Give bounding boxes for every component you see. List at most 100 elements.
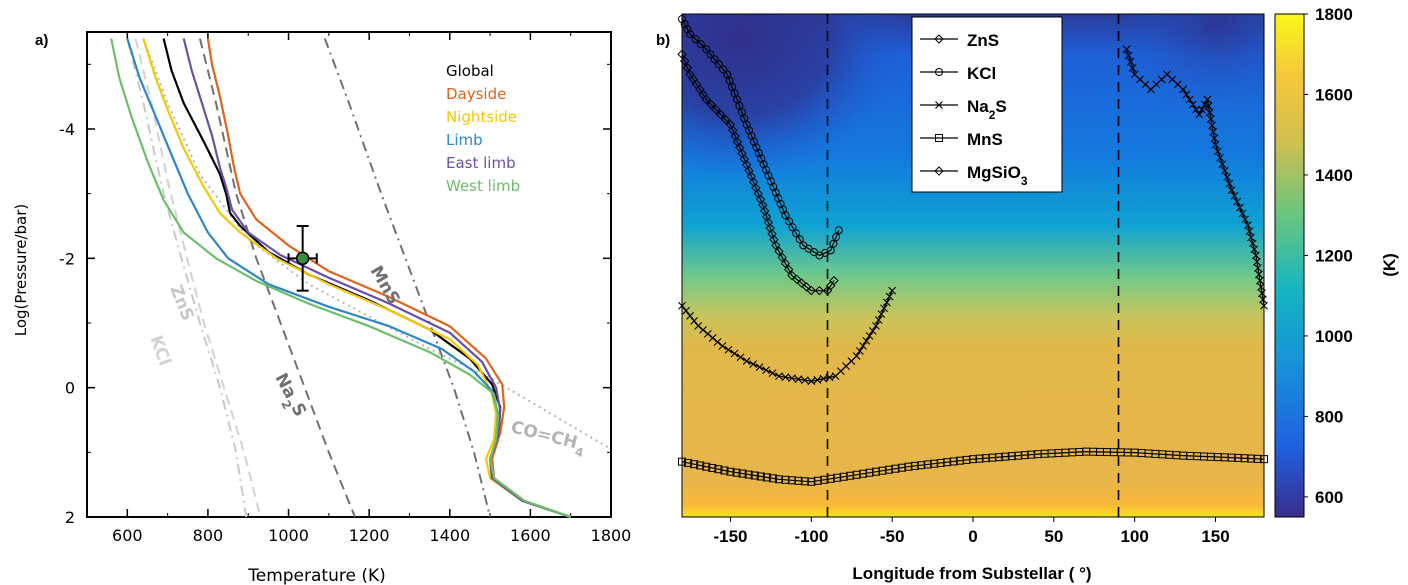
x-tick-label-b: 0 bbox=[968, 527, 977, 546]
marker-x bbox=[1209, 127, 1218, 136]
marker-x bbox=[1206, 115, 1215, 123]
legend-label: KCl bbox=[967, 64, 996, 83]
marker-x bbox=[807, 377, 816, 386]
marker-x bbox=[859, 342, 867, 350]
marker-square bbox=[833, 473, 842, 482]
marker-x bbox=[1210, 134, 1219, 143]
marker-x bbox=[1223, 173, 1231, 182]
marker-diamond bbox=[787, 270, 797, 281]
marker-x bbox=[686, 311, 694, 320]
marker-x bbox=[1203, 95, 1212, 104]
marker-square bbox=[981, 454, 990, 463]
legend-entry-west-limb: West limb bbox=[446, 177, 520, 195]
marker-square bbox=[720, 466, 729, 475]
data-point bbox=[295, 251, 310, 266]
reference-curve-co=ch4 bbox=[142, 38, 612, 450]
marker-x bbox=[699, 325, 707, 334]
x-tick-label-b: 50 bbox=[1044, 527, 1063, 546]
marker-square bbox=[738, 469, 747, 478]
marker-circle bbox=[781, 211, 790, 220]
marker-circle bbox=[788, 223, 797, 232]
reference-curve-na2s bbox=[198, 38, 356, 518]
marker-square bbox=[1014, 451, 1023, 460]
marker-x bbox=[1179, 85, 1188, 94]
x-tick-label: 1600 bbox=[510, 526, 551, 545]
colorbar-tick-label: 1000 bbox=[1315, 327, 1353, 346]
marker-x bbox=[736, 353, 745, 362]
marker-square bbox=[859, 469, 868, 478]
marker-x bbox=[690, 316, 699, 325]
marker-x bbox=[742, 357, 751, 365]
marker-diamond bbox=[720, 114, 731, 125]
marker-square bbox=[923, 460, 932, 469]
x-tick-label: 1400 bbox=[429, 526, 470, 545]
marker-diamond bbox=[701, 94, 711, 105]
x-tick-label-b: -50 bbox=[880, 527, 905, 546]
condensation-curve-mns bbox=[678, 447, 1268, 486]
y-tick-label: -2 bbox=[59, 249, 75, 268]
condensation-curve-zns bbox=[677, 49, 839, 296]
marker-x bbox=[1208, 121, 1216, 130]
marker-diamond bbox=[814, 285, 825, 296]
marker-x bbox=[1198, 105, 1206, 114]
marker-square bbox=[826, 474, 835, 483]
marker-square bbox=[936, 458, 945, 467]
marker-square bbox=[750, 471, 759, 480]
marker-x bbox=[1182, 90, 1191, 99]
colorbar-ticks: 600 800 1000 1200 1400 1600 1800 bbox=[1304, 5, 1353, 507]
marker-x bbox=[1227, 186, 1236, 194]
marker-circle bbox=[719, 65, 728, 74]
marker-square bbox=[878, 466, 887, 475]
marker-x bbox=[1259, 295, 1267, 304]
marker-x bbox=[1252, 251, 1260, 260]
legend-label: ZnS bbox=[967, 31, 999, 50]
curve-line bbox=[681, 18, 840, 257]
marker-diamond bbox=[774, 246, 784, 257]
marker-square bbox=[962, 455, 971, 464]
marker-diamond bbox=[682, 62, 693, 73]
marker-diamond bbox=[711, 104, 721, 115]
panel-label-a: a) bbox=[35, 32, 48, 49]
marker-x bbox=[781, 373, 790, 382]
marker-circle bbox=[683, 25, 692, 34]
marker-x bbox=[825, 373, 834, 382]
colorbar-tick-label: 600 bbox=[1315, 488, 1343, 507]
y-tick-label: 2 bbox=[65, 508, 75, 527]
marker-square bbox=[969, 455, 977, 464]
x-axis-label: Temperature (K) bbox=[247, 566, 386, 585]
marker-x bbox=[1225, 179, 1234, 188]
reference-curve-kcl bbox=[134, 38, 262, 518]
marker-x bbox=[1247, 233, 1255, 242]
marker-x bbox=[1233, 197, 1241, 206]
marker-diamond bbox=[934, 166, 944, 176]
marker-x bbox=[1250, 245, 1259, 254]
marker-x bbox=[877, 310, 886, 319]
reference-curves bbox=[126, 38, 612, 518]
marker-x bbox=[800, 376, 809, 385]
marker-circle bbox=[795, 235, 804, 244]
legend-label: MgSiO3 bbox=[967, 163, 1028, 188]
legend-entry-mgsio3: MgSiO3 bbox=[920, 163, 1028, 188]
marker-diamond bbox=[706, 99, 716, 110]
x-tick-label: 600 bbox=[112, 526, 143, 545]
x-tick-label: 1200 bbox=[349, 526, 390, 545]
series-line-west-limb bbox=[110, 38, 572, 519]
legend-entry-mns: MnS bbox=[920, 130, 1003, 149]
marker-x bbox=[794, 375, 803, 384]
marker-x bbox=[1248, 239, 1257, 248]
y-tick-label: -4 bbox=[59, 120, 75, 139]
marker-x bbox=[865, 332, 874, 340]
marker-circle bbox=[826, 246, 835, 255]
marker-x bbox=[1243, 221, 1252, 230]
marker-x bbox=[1128, 64, 1137, 72]
marker-x bbox=[1124, 51, 1133, 60]
reference-label-na2s: Na2S bbox=[266, 370, 310, 423]
marker-circle bbox=[935, 68, 943, 76]
marker-x bbox=[874, 316, 883, 324]
legend-label: MnS bbox=[967, 130, 1003, 149]
marker-square bbox=[1240, 454, 1249, 463]
marker-x bbox=[852, 352, 861, 360]
marker-square bbox=[762, 473, 771, 482]
marker-diamond bbox=[801, 282, 812, 292]
marker-x bbox=[1238, 209, 1247, 218]
